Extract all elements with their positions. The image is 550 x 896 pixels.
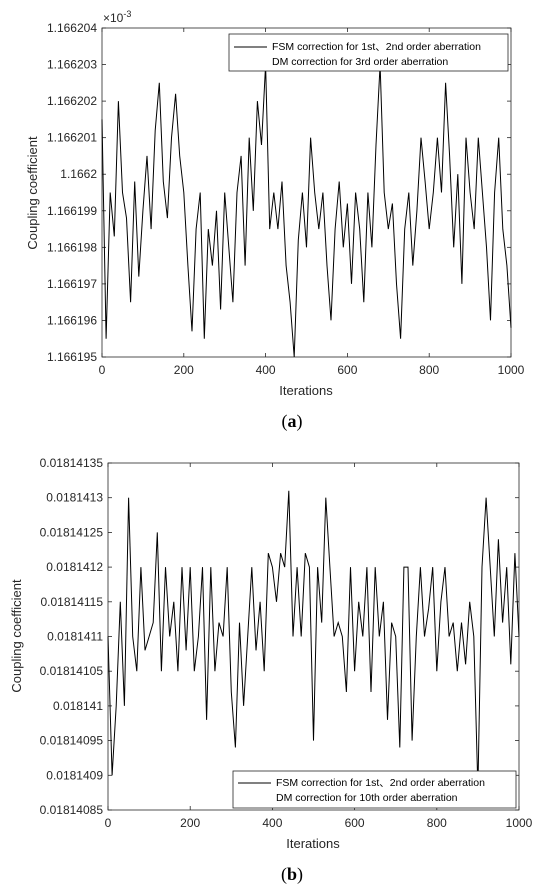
series-line-a: [101, 64, 512, 358]
x-tick-label: 200: [174, 363, 194, 377]
y-tick-label: 1.166195: [47, 350, 97, 364]
y-tick-label: 1.166201: [47, 131, 97, 145]
y-tick-label: 1.166197: [47, 277, 97, 291]
chart-b: 0 200 400 600 800 1000 0.01814085 0.0181409 0.01…: [9, 456, 533, 885]
y-tick-label: 1.166202: [47, 94, 97, 108]
x-tick-label: 1000: [506, 816, 533, 830]
caption-a: (a): [282, 411, 303, 432]
legend-a: FSM correction for 1st、2nd order aberrat…: [228, 33, 509, 72]
y-tick-label: 0.01814095: [40, 734, 104, 748]
x-tick-label: 600: [345, 816, 365, 830]
y-axis-label-a: Coupling coefficient: [25, 136, 40, 250]
y-tick-label: 1.166198: [47, 240, 97, 254]
exponent-label-a: ×10-3: [103, 9, 131, 25]
y-tick-label: 1.166203: [47, 58, 97, 72]
y-tick-label: 0.0181412: [46, 560, 103, 574]
y-tick-label: 0.018141: [53, 699, 103, 713]
chart-a: 0 200 400 600 800 1000 1.166195 1.166196 1.16619…: [25, 9, 525, 432]
y-tick-label: 0.01814085: [40, 803, 104, 817]
x-tick-label: 200: [180, 816, 200, 830]
y-tick-label: 0.01814135: [40, 456, 104, 470]
x-tick-label: 800: [419, 363, 439, 377]
x-tick-label: 800: [427, 816, 447, 830]
plot-area-b: [107, 462, 520, 811]
x-tick-label: 0: [105, 816, 112, 830]
legend-entry-b-2: DM correction for 10th order aberration: [276, 792, 458, 804]
y-tick-label: 1.166204: [47, 21, 97, 35]
legend-b: FSM correction for 1st、2nd order aberrat…: [232, 770, 517, 809]
y-tick-label: 1.166199: [47, 204, 97, 218]
legend-box-a: [228, 33, 509, 72]
y-tick-label: 1.1662: [60, 167, 97, 181]
plot-area-a: [101, 27, 512, 358]
y-tick-label: 0.01814105: [40, 664, 104, 678]
y-tick-label: 0.01814115: [40, 595, 103, 609]
legend-entry-b-1: FSM correction for 1st、2nd order aberrat…: [276, 777, 485, 789]
x-tick-label: 0: [99, 363, 106, 377]
y-tick-label: 0.0181411: [47, 630, 103, 644]
legend-entry-a-1: FSM correction for 1st、2nd order aberrat…: [272, 41, 481, 53]
legend-entry-a-2: DM correction for 3rd order aberration: [272, 56, 448, 68]
y-tick-label: 0.0181409: [46, 768, 103, 782]
y-tick-label: 1.166196: [47, 313, 97, 327]
y-tick-label: 0.01814125: [40, 525, 104, 539]
ticks-b: 0 200 400 600 800 1000 0.01814085 0.0181409 0.01…: [40, 456, 533, 830]
x-tick-label: 400: [256, 363, 276, 377]
y-tick-label: 0.0181413: [46, 491, 103, 505]
x-tick-label: 400: [262, 816, 282, 830]
caption-b: (b): [281, 864, 303, 885]
x-tick-label: 600: [337, 363, 357, 377]
legend-box-b: [232, 770, 517, 809]
y-axis-label-b: Coupling coefficient: [9, 579, 24, 693]
x-axis-label-b: Iterations: [286, 836, 340, 851]
ticks-a: 0 200 400 600 800 1000 1.166195 1.166196 1.16619…: [47, 21, 525, 377]
x-tick-label: 1000: [498, 363, 525, 377]
x-axis-label-a: Iterations: [279, 383, 333, 398]
series-line-b: [107, 490, 520, 790]
